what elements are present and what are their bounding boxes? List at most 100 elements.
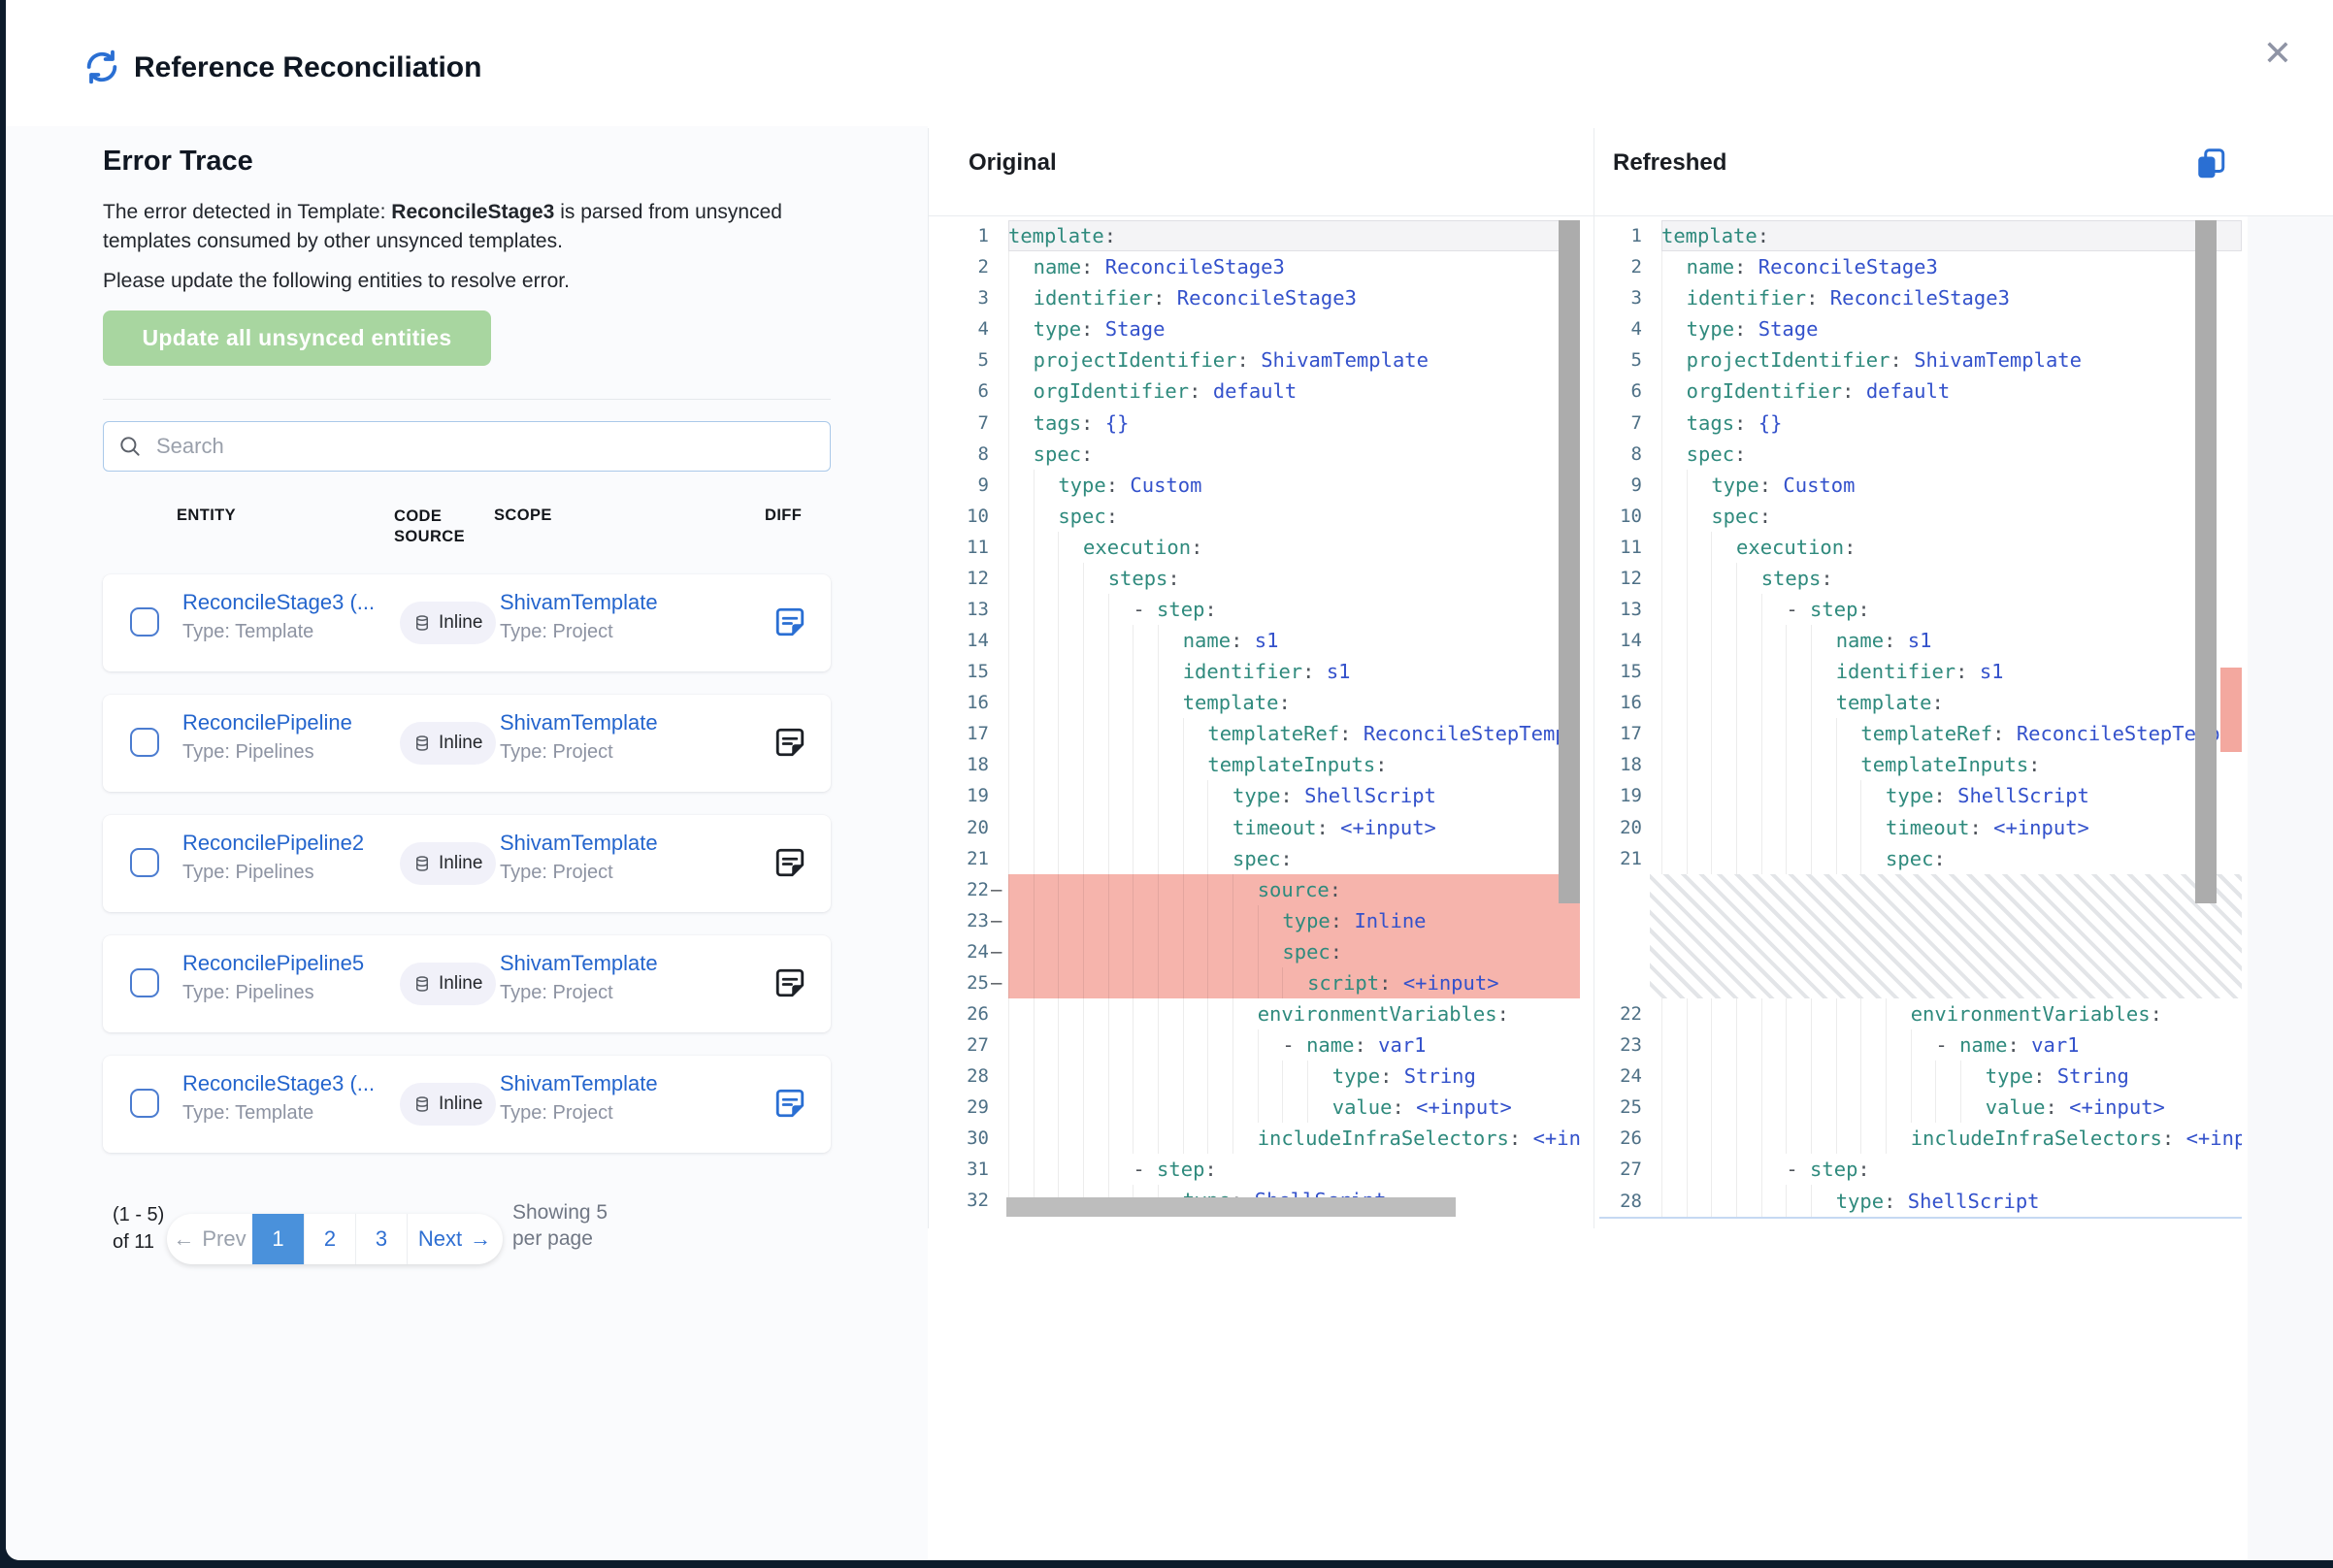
code-line: 3identifier: ReconcileStage3	[946, 282, 1580, 313]
dialog-header: Reference Reconciliation ✕	[6, 0, 2333, 127]
code-line: 3identifier: ReconcileStage3	[1599, 282, 2242, 313]
original-horizontal-scrollbar[interactable]	[1006, 1197, 1456, 1217]
code-line: 31- step:	[946, 1154, 1580, 1185]
code-line: 26environmentVariables:	[946, 998, 1580, 1029]
table-row[interactable]: ReconcilePipeline Type: Pipelines Inline…	[103, 695, 831, 792]
code-line: 12steps:	[946, 563, 1580, 594]
entity-name-link[interactable]: ReconcilePipeline	[182, 710, 391, 735]
code-line: 21spec:	[946, 843, 1580, 874]
table-row[interactable]: ReconcileStage3 (... Type: Template Inli…	[103, 574, 831, 671]
diff-icon-button[interactable]	[771, 1085, 809, 1124]
code-source-label: Inline	[439, 853, 482, 874]
code-line: 23- name: var1	[1599, 1029, 2242, 1061]
database-icon	[413, 975, 431, 993]
error-trace-pane: Error Trace The error detected in Templa…	[6, 126, 922, 1560]
code-source-label: Inline	[439, 973, 482, 995]
code-line: 11execution:	[1599, 532, 2242, 563]
diff-icon-button[interactable]	[771, 964, 809, 1003]
column-header-diff: DIFF	[765, 506, 802, 525]
code-line: 22environmentVariables:	[1599, 998, 2242, 1029]
column-header-entity: ENTITY	[177, 506, 236, 525]
code-line: 5projectIdentifier: ShivamTemplate	[946, 344, 1580, 376]
code-line: 22—source:	[946, 874, 1580, 905]
table-row[interactable]: ReconcilePipeline5 Type: Pipelines Inlin…	[103, 935, 831, 1032]
entity-name-link[interactable]: ReconcileStage3 (...	[182, 1071, 391, 1096]
entity-name-link[interactable]: ReconcilePipeline2	[182, 831, 391, 856]
code-line: 28type: String	[946, 1061, 1580, 1092]
refreshed-vertical-scrollbar[interactable]	[2195, 220, 2217, 903]
code-line: 8spec:	[946, 439, 1580, 470]
database-icon	[413, 614, 431, 632]
code-line: 7tags: {}	[1599, 407, 2242, 438]
close-icon[interactable]: ✕	[2255, 31, 2300, 76]
code-source-badge: Inline	[400, 842, 496, 885]
diff-overview-marker	[2220, 668, 2242, 752]
sync-icon	[82, 48, 121, 86]
code-source-badge: Inline	[400, 602, 496, 644]
row-checkbox[interactable]	[130, 728, 159, 757]
entity-type: Type: Template	[182, 621, 391, 643]
code-line: 16template:	[1599, 687, 2242, 718]
code-line: 13- step:	[946, 594, 1580, 625]
code-line: 18templateInputs:	[1599, 749, 2242, 780]
code-line: 11execution:	[946, 532, 1580, 563]
code-source-badge: Inline	[400, 1083, 496, 1126]
refreshed-editor[interactable]: 1template:2name: ReconcileStage33identif…	[1599, 220, 2242, 1219]
code-line: 8spec:	[1599, 439, 2242, 470]
code-line: 14name: s1	[1599, 625, 2242, 656]
prev-button[interactable]: ←Prev	[167, 1214, 252, 1264]
table-row[interactable]: ReconcilePipeline2 Type: Pipelines Inlin…	[103, 815, 831, 912]
code-line: 6orgIdentifier: default	[946, 376, 1580, 407]
code-line: 27- step:	[1599, 1154, 2242, 1185]
code-line: 7tags: {}	[946, 407, 1580, 438]
search-box	[103, 421, 831, 472]
copy-icon[interactable]	[2189, 144, 2232, 186]
next-button[interactable]: Next→	[407, 1214, 502, 1264]
scope-type: Type: Project	[500, 741, 723, 764]
entity-name-link[interactable]: ReconcilePipeline5	[182, 951, 391, 976]
row-checkbox[interactable]	[130, 607, 159, 637]
per-page-label: Showing 5 per page	[512, 1199, 609, 1252]
page-button-1[interactable]: 1	[252, 1214, 304, 1264]
diff-icon-button[interactable]	[771, 604, 809, 642]
update-all-button[interactable]: Update all unsynced entities	[103, 310, 491, 366]
row-checkbox[interactable]	[130, 968, 159, 997]
code-line: 5projectIdentifier: ShivamTemplate	[1599, 344, 2242, 376]
scope-type: Type: Project	[500, 1102, 723, 1125]
scope-name-link[interactable]: ShivamTemplate	[500, 710, 723, 735]
page-button-3[interactable]: 3	[355, 1214, 407, 1264]
original-editor[interactable]: 1template:2name: ReconcileStage33identif…	[946, 220, 1580, 1219]
diff-header-border	[928, 215, 2333, 216]
code-line: 27- name: var1	[946, 1029, 1580, 1061]
code-line: 4type: Stage	[946, 313, 1580, 344]
original-vertical-scrollbar[interactable]	[1559, 220, 1580, 903]
code-source-label: Inline	[439, 1094, 482, 1115]
database-icon	[413, 1095, 431, 1113]
entity-type: Type: Pipelines	[182, 741, 391, 764]
row-checkbox[interactable]	[130, 1089, 159, 1118]
entity-name-link[interactable]: ReconcileStage3 (...	[182, 590, 391, 615]
code-line: 13- step:	[1599, 594, 2242, 625]
page-button-2[interactable]: 2	[304, 1214, 355, 1264]
code-source-badge: Inline	[400, 963, 496, 1005]
code-line: 20timeout: <+input>	[1599, 811, 2242, 842]
database-icon	[413, 735, 431, 752]
code-line: 21spec:	[1599, 843, 2242, 874]
code-line: 24type: String	[1599, 1061, 2242, 1092]
diff-icon-button[interactable]	[771, 844, 809, 883]
row-checkbox[interactable]	[130, 848, 159, 877]
scope-name-link[interactable]: ShivamTemplate	[500, 590, 723, 615]
code-line: 15identifier: s1	[946, 656, 1580, 687]
entity-type: Type: Pipelines	[182, 862, 391, 884]
scope-name-link[interactable]: ShivamTemplate	[500, 831, 723, 856]
reference-reconciliation-dialog: Reference Reconciliation ✕ Error Trace T…	[6, 0, 2333, 1560]
table-row[interactable]: ReconcileStage3 (... Type: Template Inli…	[103, 1056, 831, 1153]
diff-icon-button[interactable]	[771, 724, 809, 763]
search-input[interactable]	[103, 421, 831, 472]
code-source-label: Inline	[439, 612, 482, 634]
scope-name-link[interactable]: ShivamTemplate	[500, 1071, 723, 1096]
scope-name-link[interactable]: ShivamTemplate	[500, 951, 723, 976]
code-line: 16template:	[946, 687, 1580, 718]
code-line: 17templateRef: ReconcileStepTempl	[1599, 718, 2242, 749]
removed-lines-placeholder	[1650, 874, 2242, 998]
